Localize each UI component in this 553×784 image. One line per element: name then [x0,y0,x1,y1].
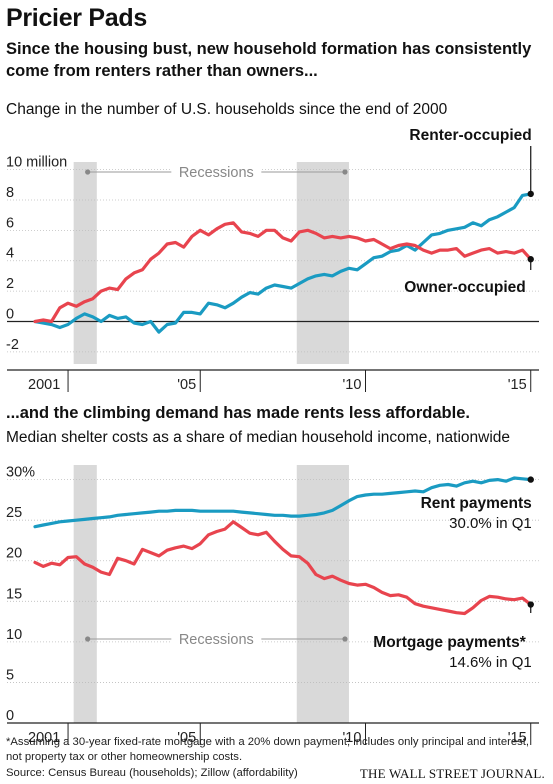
x-tick-label: '15 [508,730,527,746]
chart1-description: Change in the number of U.S. households … [6,101,448,118]
chart2-description: Median shelter costs as a share of media… [6,429,511,446]
subtitle-households: Since the housing bust, new household fo… [6,40,532,80]
recession-bracket-dot-right [342,636,348,642]
series-line-2 [33,520,533,616]
page-title: Pricier Pads [6,4,147,32]
x-tick-label: '15 [508,377,527,393]
renter-series-label: Rent payments [421,495,532,512]
recession-band-1 [73,465,97,723]
renter-series-label: Renter-occupied [409,127,531,144]
y-tick-label: 0 [6,306,14,322]
subtitle-affordability: ...and the climbing demand has made rent… [6,404,470,422]
y-tick-label: 5 [6,667,14,683]
series-line-1 [33,192,533,334]
y-tick-label: 15 [6,586,22,602]
y-tick-label: 0 [6,708,14,724]
y-tick-label: 8 [6,185,14,201]
recession-label-bg [171,629,262,649]
x-tick-label: '10 [342,377,361,393]
owner-series-label: Owner-occupied [404,279,525,296]
shelter-costs-chart: 30% 25 20 15 10 5 0 2001 '05 '10 '15 Recessions Rent… [6,465,539,746]
x-tick-label: '10 [342,730,361,746]
recession-bracket-dot-left [85,636,91,642]
x-tick-label: 2001 [28,730,60,746]
y-tick-label: 10 [6,627,22,643]
y-tick-label: 20 [6,546,22,562]
recession-bracket-dot-right [342,169,348,175]
y-tick-label: 2 [6,276,14,292]
x-tick-label: '05 [177,377,196,393]
recession-label-bg [171,162,262,182]
y-tick-label: 10 million [6,155,67,171]
y-tick-label: 6 [6,215,14,231]
y-tick-label: 4 [6,246,14,262]
recession-band-2 [296,465,349,723]
series-end-point-1 [527,190,534,198]
recession-label: Recessions [179,632,254,648]
source-note: Source: Census Bureau (households); Zill… [6,767,298,779]
recession-band-2 [296,162,349,364]
series-line-2 [33,221,533,324]
recession-bracket-dot-left [85,169,91,175]
recession-label: Recessions [179,165,254,181]
y-tick-label: 25 [6,505,22,521]
publisher-logo: THE WALL STREET JOURNAL. [359,766,545,781]
footnote: *Assuming a 30-year fixed-rate mortgage … [6,736,530,763]
y-tick-label: 30% [6,465,35,481]
owner-series-label: Mortgage payments* [373,634,526,651]
y-tick-label: -2 [6,337,19,353]
series-line-1 [33,476,533,529]
households-chart: 10 million 8 6 4 2 0 -2 2001 '05 '10 '15 Recessions… [6,127,539,393]
owner-value-label: 14.6% in Q1 [449,654,532,671]
renter-value-label: 30.0% in Q1 [449,515,532,532]
x-tick-label: 2001 [28,377,60,393]
recession-band-1 [73,162,97,364]
x-tick-label: '05 [177,730,196,746]
